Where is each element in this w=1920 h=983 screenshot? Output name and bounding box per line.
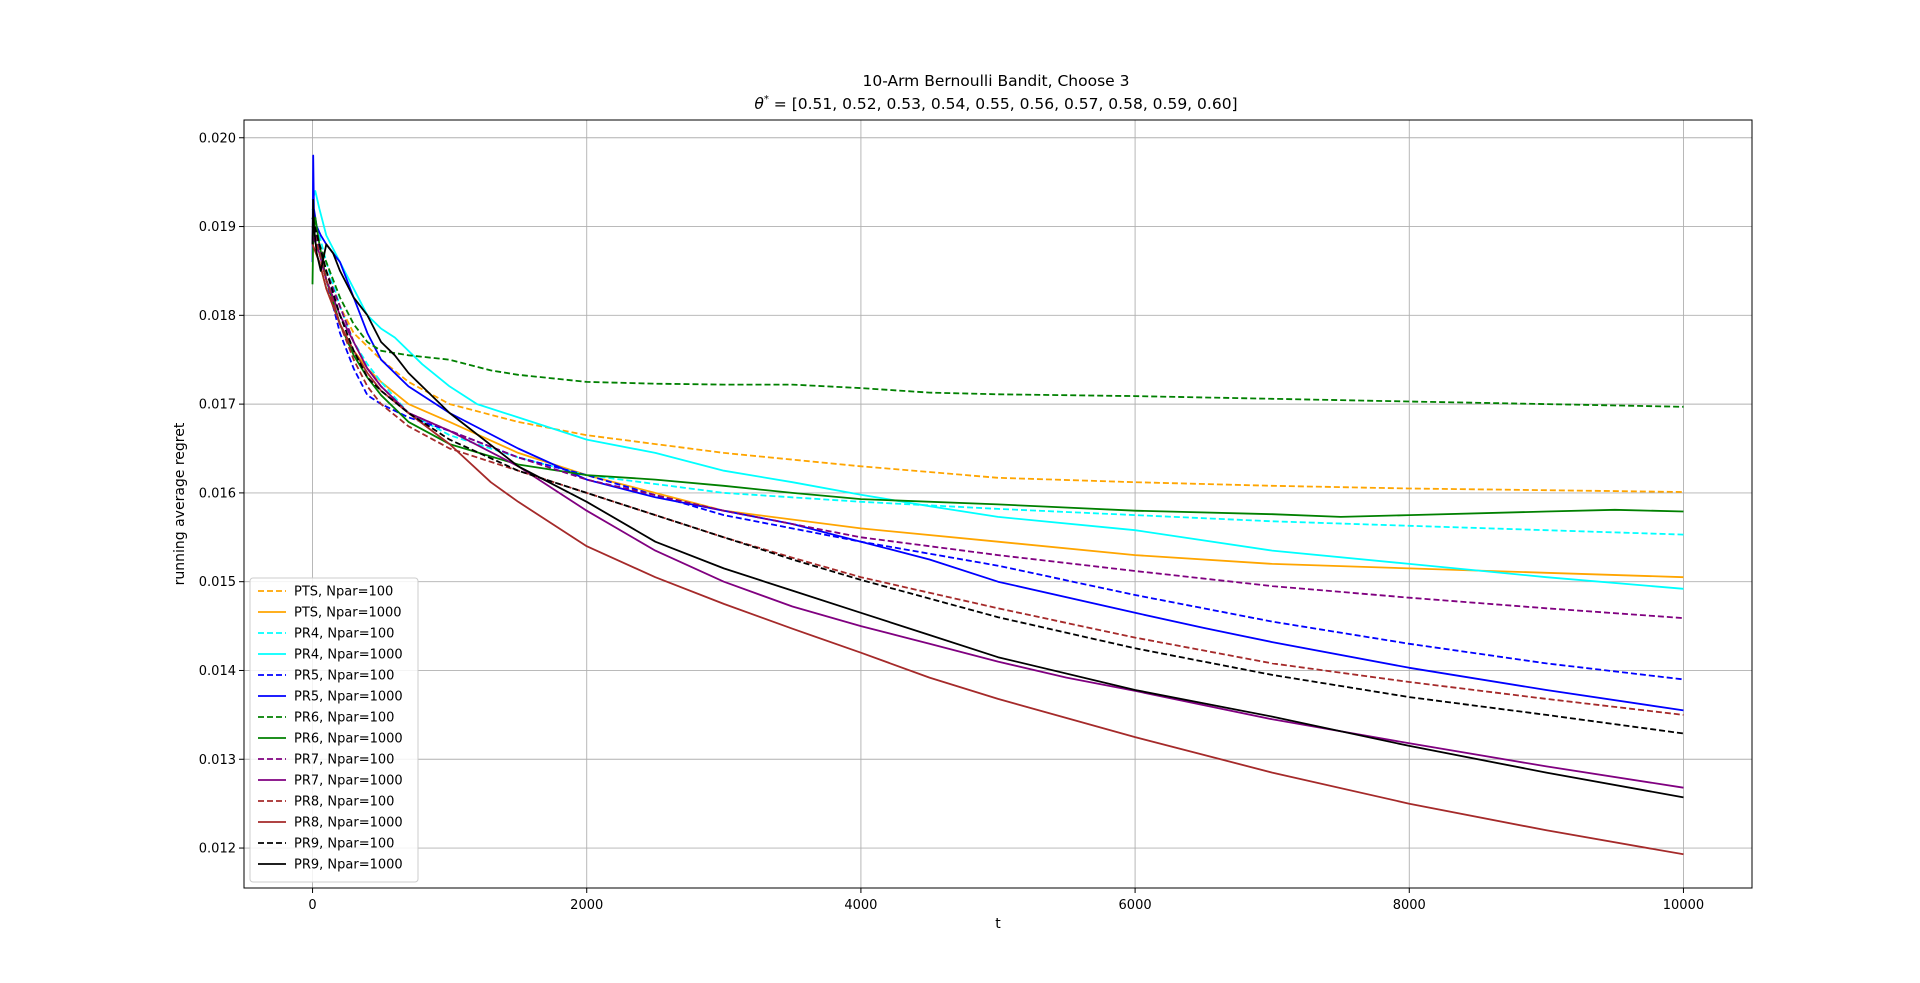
series-line-7 xyxy=(311,226,1684,408)
x-tick-label: 2000 xyxy=(570,898,603,913)
y-tick-label: 0.016 xyxy=(199,486,236,501)
series-line-12 xyxy=(311,243,1684,856)
series-line-3 xyxy=(311,208,1684,536)
chart-subtitle: θ* = [0.51, 0.52, 0.53, 0.54, 0.55, 0.56… xyxy=(754,94,1237,113)
legend-label: PR8, Npar=1000 xyxy=(294,816,403,831)
series-line-2 xyxy=(311,243,1684,579)
x-tick-label: 0 xyxy=(308,898,316,913)
y-axis-label: running average regret xyxy=(172,422,188,585)
series-line-8 xyxy=(311,216,1684,518)
y-tick-label: 0.018 xyxy=(199,309,236,324)
series-line-5 xyxy=(311,217,1684,681)
legend-label: PR9, Npar=1000 xyxy=(294,858,403,873)
legend: PTS, Npar=100 PTS, Npar=1000 PR4, Npar=100… xyxy=(249,577,419,883)
series-line-14 xyxy=(311,199,1684,799)
y-tick-label: 0.020 xyxy=(199,131,236,146)
x-tick-label: 4000 xyxy=(844,898,877,913)
legend-label: PR5, Npar=100 xyxy=(294,669,394,684)
legend-label: PR9, Npar=100 xyxy=(294,837,394,852)
plot-frame xyxy=(243,119,1753,889)
legend-label: PR5, Npar=1000 xyxy=(294,690,403,705)
legend-label: PTS, Npar=1000 xyxy=(294,606,402,621)
series-line-9 xyxy=(311,226,1684,619)
series-line-13 xyxy=(311,217,1684,735)
subtitle-theta: θ xyxy=(754,95,764,113)
y-tick-label: 0.014 xyxy=(199,664,236,679)
y-tick-label: 0.019 xyxy=(199,220,236,235)
legend-label: PR7, Npar=1000 xyxy=(294,774,403,789)
series-line-11 xyxy=(311,226,1684,716)
series-line-6 xyxy=(311,154,1684,712)
series-line-10 xyxy=(311,235,1684,789)
y-tick-label: 0.012 xyxy=(199,842,236,857)
legend-box xyxy=(249,577,419,883)
legend-label: PR7, Npar=100 xyxy=(294,753,394,768)
x-tick-label: 10000 xyxy=(1663,898,1704,913)
y-tick-label: 0.013 xyxy=(199,753,236,768)
legend-label: PTS, Npar=100 xyxy=(294,585,393,600)
x-axis-label: t xyxy=(995,916,1001,932)
legend-label: PR6, Npar=1000 xyxy=(294,732,403,747)
series-line-4 xyxy=(311,190,1684,590)
subtitle-superscript: * xyxy=(764,94,769,105)
legend-label: PR4, Npar=1000 xyxy=(294,648,403,663)
plot-series xyxy=(311,154,1684,856)
x-tick-label: 6000 xyxy=(1119,898,1152,913)
y-tick-label: 0.017 xyxy=(199,398,236,413)
x-tick-label: 8000 xyxy=(1393,898,1426,913)
chart-title: 10-Arm Bernoulli Bandit, Choose 3 xyxy=(863,72,1130,90)
axis-ticks: 0 2000 4000 6000 8000 10000 0.012 0.013 0.014 0.0… xyxy=(199,131,1704,913)
legend-label: PR8, Npar=100 xyxy=(294,795,394,810)
y-tick-label: 0.015 xyxy=(199,575,236,590)
subtitle-values: = [0.51, 0.52, 0.53, 0.54, 0.55, 0.56, 0… xyxy=(769,95,1238,113)
legend-label: PR4, Npar=100 xyxy=(294,627,394,642)
legend-label: PR6, Npar=100 xyxy=(294,711,394,726)
